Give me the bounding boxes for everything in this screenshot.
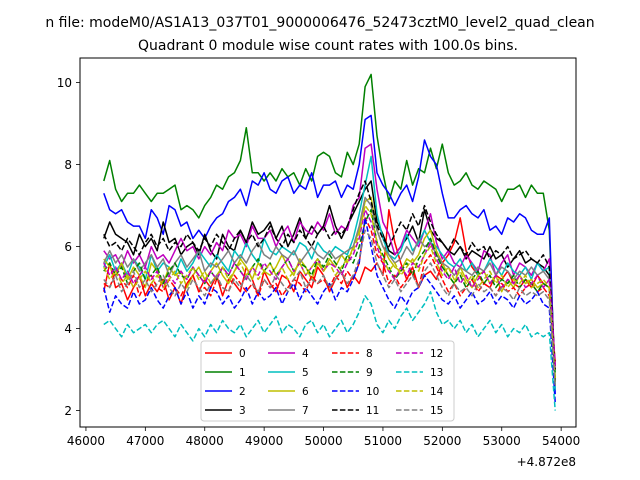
legend-label-0: 0 <box>239 348 246 360</box>
y-tick-label: 4 <box>64 322 72 336</box>
legend-label-6: 6 <box>302 386 309 398</box>
series-line-3 <box>103 180 556 382</box>
axis-ticks: 46000 47000 48000 49000 50000 51000 52000 53000… <box>57 76 581 448</box>
series-line-4 <box>103 143 556 370</box>
legend-label-9: 9 <box>366 367 373 379</box>
x-tick-label: 48000 <box>186 434 224 448</box>
series-line-14 <box>103 204 556 382</box>
series-line-1 <box>103 73 556 382</box>
x-tick-label: 47000 <box>126 434 164 448</box>
legend-label-5: 5 <box>302 367 309 379</box>
legend-label-10: 10 <box>366 386 379 398</box>
series-layer <box>103 73 556 411</box>
series-line-7 <box>103 196 556 387</box>
series-line-9 <box>103 208 556 374</box>
legend-label-1: 1 <box>239 367 246 379</box>
figure-suptitle: n file: modeM0/AS1A13_037T01_9000006476_… <box>45 15 594 31</box>
series-line-12 <box>103 208 556 366</box>
series-line-15 <box>103 229 556 387</box>
x-axis-offset-label: +4.872e8 <box>517 455 576 469</box>
legend-label-13: 13 <box>430 367 443 379</box>
legend-label-14: 14 <box>430 386 444 398</box>
x-tick-label: 49000 <box>245 434 283 448</box>
series-line-11 <box>103 180 556 370</box>
legend-label-11: 11 <box>366 405 379 417</box>
legend-frame <box>200 340 455 422</box>
legend-label-7: 7 <box>302 405 309 417</box>
legend-label-8: 8 <box>366 348 373 360</box>
series-line-2 <box>103 114 556 395</box>
plot-frame <box>79 57 577 428</box>
x-tick-label: 46000 <box>67 434 105 448</box>
y-tick-label: 6 <box>64 240 72 254</box>
legend-label-15: 15 <box>430 405 443 417</box>
y-tick-label: 2 <box>64 404 72 418</box>
chart-title: Quadrant 0 module wise count rates with … <box>138 38 518 54</box>
x-tick-label: 50000 <box>304 434 342 448</box>
x-tick-label: 53000 <box>483 434 521 448</box>
y-tick-label: 10 <box>57 76 72 90</box>
legend-label-4: 4 <box>302 348 309 360</box>
series-line-10 <box>103 217 556 403</box>
x-tick-label: 51000 <box>364 434 402 448</box>
x-tick-label: 52000 <box>423 434 461 448</box>
y-tick-label: 8 <box>64 158 72 172</box>
legend-label-2: 2 <box>239 386 246 398</box>
legend-label-3: 3 <box>239 405 246 417</box>
x-tick-label: 54000 <box>542 434 580 448</box>
series-line-13 <box>103 290 556 411</box>
legend-label-12: 12 <box>430 348 443 360</box>
